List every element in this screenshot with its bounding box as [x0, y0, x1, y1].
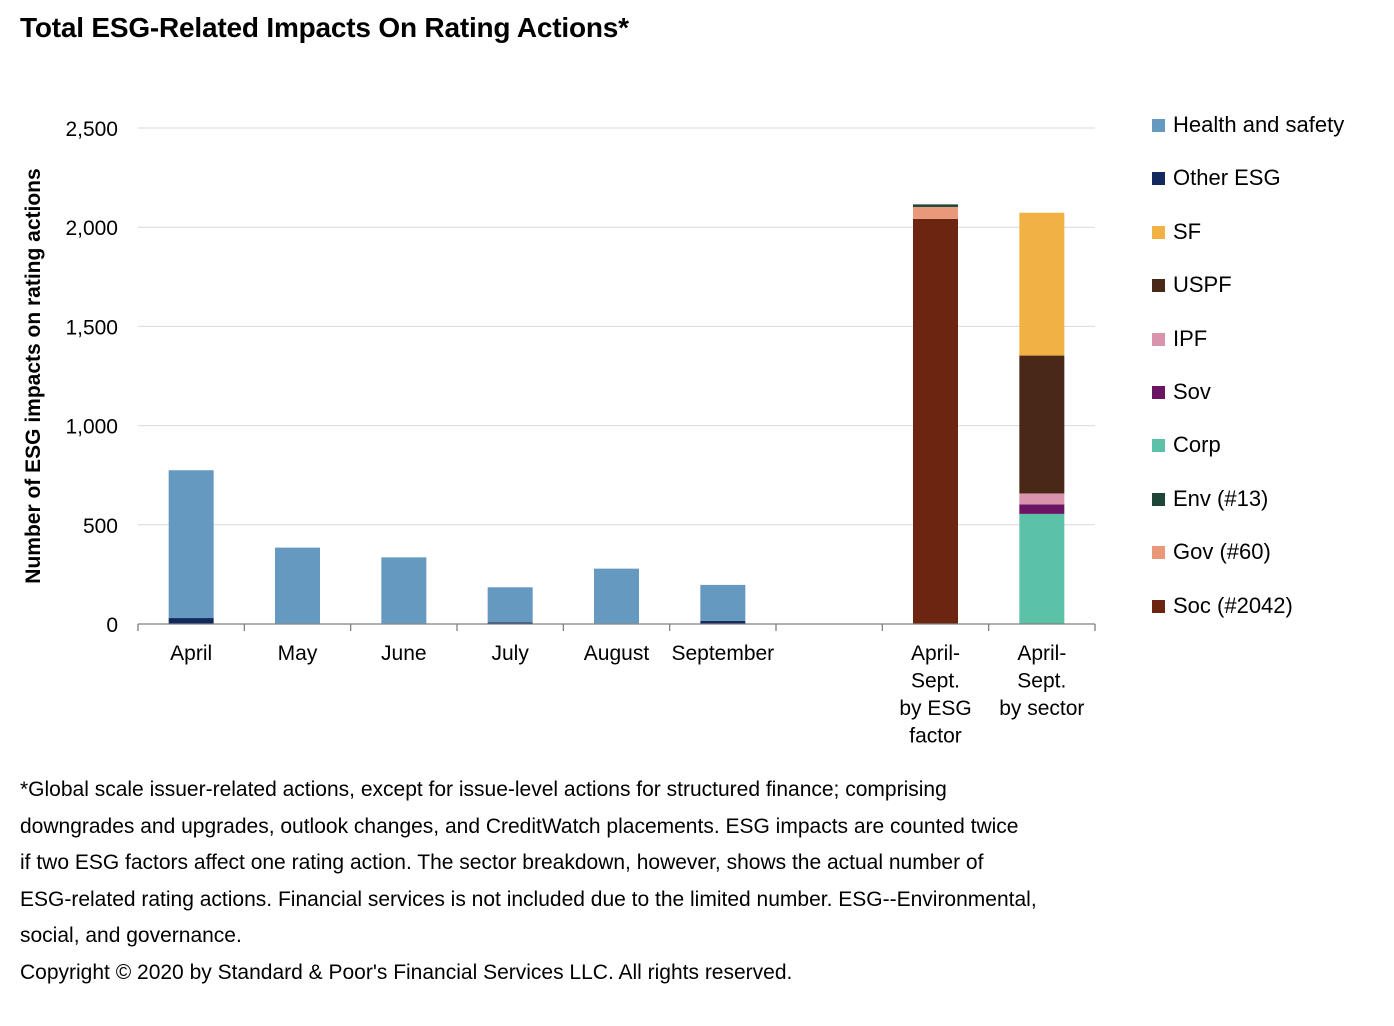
y-tick-labels: 0 500 1,000 1,500 2,000 2,500: [65, 118, 118, 637]
bar-segment: [913, 204, 958, 207]
bar-segment: [1019, 355, 1065, 494]
y-tick-label: 1,500: [65, 316, 118, 339]
legend-label: Env (#13): [1173, 485, 1269, 511]
legend-item: SF: [1152, 219, 1344, 272]
bar-segment: [487, 587, 533, 623]
legend-label: Sov: [1173, 378, 1211, 404]
footnote-line: *Global scale issuer-related actions, ex…: [20, 778, 947, 801]
x-tick-label: by ESG: [899, 697, 971, 720]
stacked-bar-chart: 0 500 1,000 1,500 2,000 2,500 April May June Jul…: [22, 118, 1096, 748]
legend-label: Health and safety: [1173, 112, 1345, 137]
legend-swatch: [1152, 385, 1165, 399]
bar-segment: [275, 547, 320, 624]
bar-segment: [487, 622, 533, 624]
legend-swatch: [1152, 119, 1165, 132]
bar-segment: [1019, 493, 1065, 505]
legend-label: Gov (#60): [1173, 539, 1271, 565]
x-tick-label: by sector: [999, 697, 1084, 720]
legend-label: SF: [1173, 218, 1202, 244]
x-tick-label: April-: [1017, 642, 1066, 665]
legend-swatch: [1152, 599, 1165, 613]
legend-swatch: [1152, 279, 1165, 293]
x-tick-label: April-: [911, 642, 960, 665]
bar-segment: [700, 584, 746, 622]
footnote-line: downgrades and upgrades, outlook changes…: [20, 814, 1019, 838]
legend-item: Corp: [1152, 432, 1344, 485]
footnotes: *Global scale issuer-related actions, ex…: [20, 772, 1200, 991]
legend-swatch: [1152, 439, 1165, 453]
legend-label: IPF: [1173, 325, 1208, 351]
x-tick-label: factor: [909, 725, 962, 748]
x-tick-label: August: [584, 642, 650, 665]
legend-label: Other ESG: [1173, 165, 1281, 191]
y-axis-label: Number of ESG impacts on rating actions: [22, 168, 45, 583]
legend-item: Health and safety: [1152, 112, 1344, 165]
bar-segment: [913, 206, 958, 219]
x-tick-label: April: [170, 642, 212, 665]
x-tick-label: June: [381, 642, 427, 665]
bar-segment: [913, 218, 958, 625]
legend-label: Soc (#2042): [1173, 592, 1293, 618]
bar-segment: [1019, 513, 1065, 624]
legend-item: Gov (#60): [1152, 539, 1344, 592]
legend-item: Sov: [1152, 379, 1344, 432]
x-tick-label: Sept.: [1017, 670, 1066, 693]
y-tick-label: 500: [83, 515, 118, 538]
x-tick-label: May: [278, 642, 318, 665]
legend-swatch: [1152, 332, 1165, 346]
axes: [137, 623, 1096, 631]
y-tick-label: 1,000: [65, 416, 118, 439]
legend-label: Corp: [1173, 432, 1221, 458]
legend: Health and safety Other ESG SF USPF IPF Sov Co…: [1152, 112, 1344, 646]
legend-swatch: [1152, 172, 1165, 186]
bar-segment: [168, 470, 214, 619]
bar-segment: [168, 618, 214, 624]
bar-segment: [700, 621, 746, 624]
footnote-line: ESG-related rating actions. Financial se…: [20, 887, 1037, 911]
copyright-text: Copyright © 2020 by Standard & Poor's Fi…: [20, 960, 793, 984]
y-tick-label: 2,500: [65, 118, 118, 141]
legend-item: Env (#13): [1152, 486, 1344, 539]
bar-segment: [594, 568, 639, 624]
y-tick-label: 0: [106, 614, 118, 637]
legend-label: USPF: [1173, 272, 1232, 298]
footnote-line: social, and governance.: [20, 924, 242, 947]
x-tick-label: September: [671, 642, 774, 665]
legend-item: Other ESG: [1152, 165, 1344, 218]
legend-item: Soc (#2042): [1152, 593, 1344, 646]
bar-segment: [1019, 212, 1065, 356]
x-tick-label: July: [491, 642, 529, 665]
chart-title: Total ESG-Related Impacts On Rating Acti…: [20, 12, 629, 43]
legend-swatch: [1152, 492, 1165, 506]
bar-segment: [1019, 504, 1065, 514]
bar-segment: [381, 557, 427, 624]
x-tick-label: Sept.: [911, 670, 960, 693]
legend-item: IPF: [1152, 326, 1344, 379]
bars: [168, 204, 1065, 625]
legend-swatch: [1152, 546, 1165, 560]
legend-item: USPF: [1152, 272, 1344, 325]
footnote-line: if two ESG factors affect one rating act…: [20, 851, 984, 874]
y-tick-label: 2,000: [65, 217, 118, 240]
legend-swatch: [1152, 225, 1165, 239]
x-tick-labels: April May June July August September April- Sep…: [170, 642, 1084, 748]
